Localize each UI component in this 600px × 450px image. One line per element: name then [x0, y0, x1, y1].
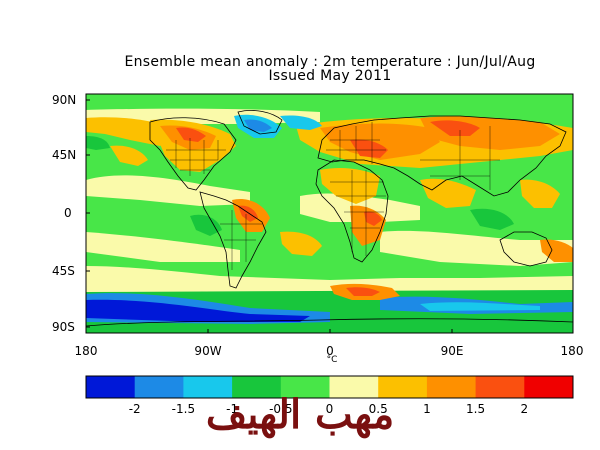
colorbar-tick-label: 1 — [423, 402, 431, 416]
south-west-pacific-hot — [540, 239, 573, 262]
colorbar-tick-label: -1 — [226, 402, 239, 416]
east-pacific-dark-green — [190, 214, 222, 236]
lon-label-90e: 90E — [440, 344, 464, 358]
greenland-outline — [237, 110, 283, 135]
lat-label-90n: 90N — [52, 93, 77, 107]
siberia-very-hot — [430, 120, 480, 136]
indian-ocean-pale — [380, 230, 573, 266]
southern-atlantic-very-hot — [346, 287, 380, 296]
south-pacific-pale — [86, 232, 240, 262]
colorbar — [85, 375, 574, 399]
lat-label-equator: 0 — [64, 206, 72, 220]
country-borders — [166, 122, 500, 270]
chart-subtitle: Issued May 2011 — [268, 68, 392, 84]
lon-label-180w: 180 — [74, 344, 98, 358]
equatorial-pacific-pale — [86, 175, 250, 206]
colorbar-frame — [85, 375, 574, 399]
colorbar-tick-label: 0 — [325, 402, 334, 416]
north-pacific-warm — [110, 145, 148, 166]
north-africa-warm — [320, 168, 380, 204]
colorbar-tick-label: -2 — [128, 402, 141, 416]
south-america-outline — [199, 191, 267, 289]
lat-label-45s: 45S — [52, 264, 75, 278]
colorbar-swatch-5 — [329, 376, 379, 398]
eastern-europe-very-hot — [350, 139, 388, 158]
colorbar-swatch-0 — [86, 376, 136, 398]
lon-label-180e: 180 — [560, 344, 584, 358]
bering-green — [86, 136, 110, 150]
colorbar-swatch-1 — [134, 376, 184, 398]
colorbar-tick-label: -1.5 — [171, 402, 196, 416]
colorbar-swatch-2 — [183, 376, 233, 398]
australia-outline — [499, 231, 553, 267]
colorbar-swatch-9 — [524, 376, 574, 398]
axis-ticks — [86, 99, 453, 333]
lon-label-0: 0 — [326, 344, 334, 358]
antarctica-outline — [85, 318, 574, 327]
europe-hot — [320, 123, 440, 160]
north-america-outline — [149, 117, 237, 191]
lat-label-45n: 45N — [52, 148, 77, 162]
central-africa-very-hot — [364, 211, 382, 226]
coastlines — [85, 110, 574, 327]
colorbar-swatch-8 — [475, 376, 525, 398]
africa-outline — [315, 159, 389, 263]
north-atlantic-cool — [280, 115, 322, 130]
colorbar-tick-label: 0.5 — [368, 402, 388, 416]
colorbar-swatch-7 — [426, 376, 477, 398]
colorbar-swatch-4 — [280, 376, 330, 398]
southern-pacific-very-cold — [86, 299, 310, 322]
lat-label-90s: 90S — [52, 320, 75, 334]
maritime-continent-green — [470, 208, 514, 230]
lon-label-90w: 90W — [194, 344, 222, 358]
watermark-text: مهب الهيف — [205, 391, 395, 438]
southern-band-pale — [86, 266, 573, 292]
colorbar-swatch-6 — [378, 376, 428, 398]
colorbar-tick-label: 1.5 — [466, 402, 486, 416]
colorbar-tick-label: 2 — [520, 402, 529, 416]
south-asia-warm — [420, 178, 476, 208]
chart-title: Ensemble mean anomaly : 2m temperature :… — [124, 54, 536, 70]
alaska-warm — [86, 117, 172, 146]
unit-label: °C — [326, 355, 338, 365]
canada-very-hot — [176, 127, 206, 142]
west-pacific-warm — [520, 179, 560, 208]
southern-ocean-cyan — [420, 302, 540, 311]
eurasia-outline — [317, 115, 567, 197]
colorbar-tick-label: -0.5 — [269, 402, 293, 416]
colorbar-swatch-3 — [232, 376, 282, 398]
south-atlantic-warm — [280, 231, 322, 256]
greenland-cold — [244, 119, 272, 132]
